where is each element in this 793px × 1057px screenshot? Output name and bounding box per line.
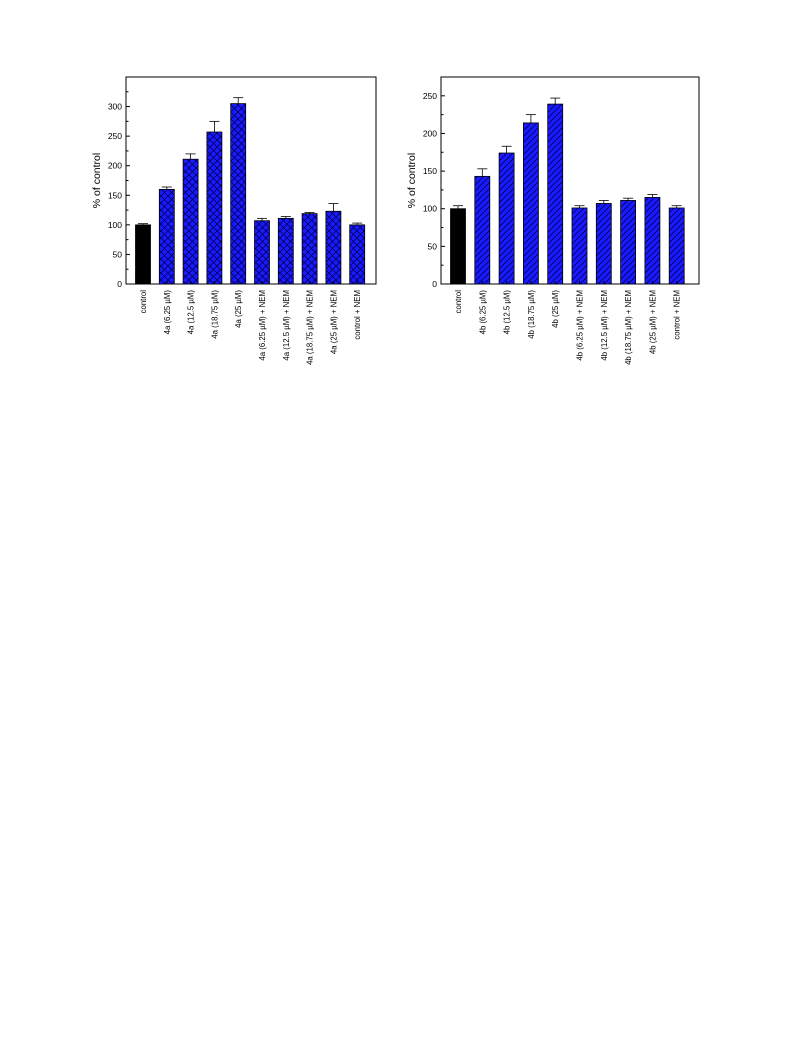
category-label: 4a (18.75 µM) + NEM (306, 290, 315, 365)
y-tick-label: 50 (428, 241, 438, 251)
y-tick-label: 250 (423, 91, 437, 101)
category-label: 4b (6.25 µM) (478, 290, 487, 335)
category-label: 4b (18.75 µM) + NEM (624, 290, 633, 365)
bar-9 (668, 207, 685, 285)
y-tick-label: 200 (423, 128, 437, 138)
bar-1 (474, 175, 491, 285)
category-label: control (454, 290, 463, 314)
bar-3 (523, 122, 539, 285)
category-label: 4b (12.5 µM) (503, 290, 512, 335)
y-tick-label: 250 (108, 131, 122, 141)
y-tick-label: 300 (108, 102, 122, 112)
category-label: 4a (25 µM) (234, 290, 243, 328)
bar-5 (571, 207, 588, 285)
y-tick-label: 200 (108, 161, 122, 171)
category-label: 4b (6.25 µM) + NEM (576, 290, 585, 361)
category-label: 4a (12.5 µM) (187, 290, 196, 335)
bar-9 (349, 224, 366, 285)
bar-3 (206, 131, 223, 285)
y-tick-label: 100 (108, 220, 122, 230)
category-label: 4a (6.25 µM) (163, 290, 172, 335)
bar-2 (182, 158, 199, 285)
bar-6 (595, 203, 612, 285)
chart-4b: 0 50 100 150 200 250 % of control control 4b (6.… (406, 76, 700, 365)
bar-7 (301, 213, 318, 285)
bar-5 (254, 220, 270, 285)
y-tick-label: 150 (423, 166, 437, 176)
category-label: 4b (18.75 µM) (527, 290, 536, 339)
category-label: control (139, 290, 148, 314)
category-label: control + NEM (673, 290, 682, 340)
category-label: 4b (25 µM) + NEM (648, 290, 657, 354)
category-label: 4a (18.75 µM) (210, 290, 219, 339)
category-label: 4b (25 µM) (551, 290, 560, 328)
y-tick-label: 0 (117, 279, 122, 289)
bar-4 (230, 103, 247, 285)
bar-1 (158, 188, 175, 285)
bar-0 (450, 208, 466, 285)
y-tick-label: 150 (108, 190, 122, 200)
category-label: 4a (25 µM) + NEM (329, 290, 338, 354)
y-axis-title: % of control (406, 153, 418, 208)
plot-frame (440, 76, 700, 285)
y-tick-label: 50 (113, 249, 123, 259)
chart-4a: 0 50 100 150 200 250 300 % of control control 4a … (91, 76, 377, 365)
category-label: 4a (12.5 µM) + NEM (282, 290, 291, 361)
bar-4 (547, 103, 564, 285)
y-tick-label: 0 (432, 279, 437, 289)
category-label: control + NEM (353, 290, 362, 340)
bar-2 (498, 152, 515, 285)
category-label: 4b (12.5 µM) + NEM (600, 290, 609, 361)
bar-6 (277, 217, 294, 285)
bar-8 (644, 197, 661, 285)
bar-7 (620, 200, 636, 285)
bar-0 (135, 224, 151, 285)
category-label: 4a (6.25 µM) + NEM (258, 290, 267, 361)
y-tick-label: 100 (423, 204, 437, 214)
y-axis-title: % of control (91, 153, 103, 208)
bar-8 (325, 210, 342, 285)
